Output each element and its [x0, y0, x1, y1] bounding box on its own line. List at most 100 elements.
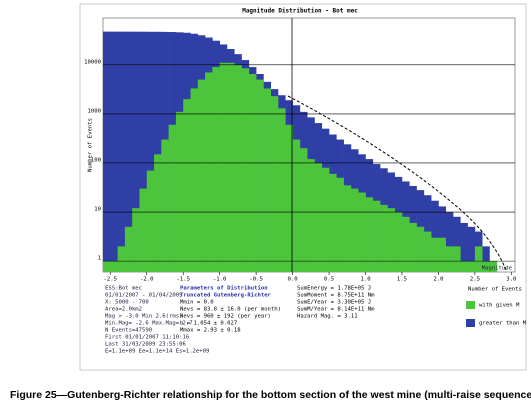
bar: [380, 204, 388, 272]
bar: [329, 173, 337, 272]
stat-line: Min.Mag= -2.6 Max.Mag= 2.7: [105, 321, 193, 327]
x-tick-label: -1.5: [176, 277, 189, 283]
bar: [234, 64, 242, 272]
y-tick-label: 1: [98, 256, 101, 262]
bar: [482, 246, 490, 272]
x-tick-label: 1.5: [397, 277, 407, 283]
stat-heading: Parameters of Distribution: [180, 286, 268, 292]
bar: [343, 185, 352, 272]
stat-line: Mmax = 2.93 ± 0.18: [180, 328, 241, 334]
caption: Figure 25—Gutenberg-Richter relationship…: [10, 389, 531, 401]
bar: [110, 261, 118, 272]
bar: [299, 148, 308, 272]
stat-line: First 01/01/2007 11:10:16: [105, 335, 189, 341]
stat-line: SumMoment = 8.75E+11 Nm: [297, 293, 375, 299]
bar: [467, 261, 476, 272]
stat-line: SumE/Year = 3.30E+05 J: [297, 300, 371, 306]
stat-line: Mmin = 0.0: [180, 300, 214, 306]
bar: [226, 62, 235, 272]
x-tick-label: 3.0: [506, 277, 516, 283]
bar: [205, 72, 213, 272]
bar: [146, 170, 155, 272]
bar: [256, 79, 264, 272]
bar: [350, 188, 359, 272]
bar: [219, 62, 228, 272]
bar: [161, 139, 169, 272]
bar: [117, 246, 126, 272]
bar: [321, 167, 330, 272]
bar: [307, 159, 315, 272]
bar: [154, 31, 162, 272]
x-tick-label: -2.0: [140, 277, 153, 283]
bar: [139, 31, 148, 272]
bar: [314, 162, 323, 272]
y-tick-label: 10000: [84, 59, 101, 65]
legend-label: greater than M: [479, 321, 527, 327]
bar: [474, 246, 483, 272]
bar: [394, 212, 403, 272]
bar: [431, 237, 439, 272]
bar: [409, 222, 417, 272]
stat-line: Nevs = 83.8 ± 16.0 (per month): [180, 307, 281, 313]
bar: [278, 108, 286, 272]
fit-curve: [287, 95, 507, 271]
bar: [372, 200, 381, 272]
bar: [117, 31, 126, 273]
bar: [285, 124, 293, 272]
x-axis-label: Magnitude: [482, 266, 513, 272]
x-tick-label: 0.5: [324, 277, 334, 283]
bar: [154, 154, 162, 272]
bar: [103, 31, 111, 273]
bar: [416, 226, 425, 272]
bar: [365, 197, 374, 272]
bar: [190, 88, 199, 272]
bar: [423, 231, 432, 272]
bar: [489, 261, 498, 272]
bar: [103, 261, 111, 272]
stat-line: SumM/Year = 8.14E+11 Nm: [297, 307, 375, 313]
stat-line: 01/01/2007 - 01/04/2009: [105, 293, 182, 299]
stat-line: Area=2.0km2: [105, 307, 142, 313]
bar: [270, 96, 279, 273]
stat-line: X: 5000 - 700: [105, 300, 149, 306]
y-tick-label: 100: [91, 157, 101, 163]
bar: [248, 74, 257, 272]
bar: [460, 222, 468, 272]
bar: [212, 67, 220, 272]
stat-line: Nevs = 960 ± 192 (per year): [180, 314, 271, 320]
bar: [110, 31, 118, 273]
bar: [453, 216, 461, 272]
stat-line: b = 1.054 ± 0.027: [180, 321, 237, 327]
stat-line: N Events=47590: [105, 328, 152, 334]
x-tick-label: 0.0: [288, 277, 298, 283]
x-tick-label: 1.0: [360, 277, 370, 283]
bar: [336, 177, 344, 272]
bar: [482, 261, 490, 272]
stat-line: SumEnergy = 1.78E+05 J: [297, 286, 371, 292]
stat-line: ESS:Bot mec: [105, 286, 142, 292]
bar: [132, 31, 140, 272]
x-tick-label: 2.0: [433, 277, 443, 283]
bar: [438, 237, 447, 272]
plot: [103, 31, 498, 273]
bar: [387, 208, 395, 272]
stat-line: E=1.1e+09 Ee=1.1e+14 Es=1.2e+09: [105, 349, 209, 355]
legend-swatch: [466, 319, 475, 327]
x-tick-label: 2.5: [470, 277, 480, 283]
bar: [124, 226, 133, 272]
bar: [146, 31, 155, 272]
bar: [175, 111, 184, 272]
stat-heading: Truncated Gutenberg-Richter: [180, 293, 272, 299]
bar: [132, 208, 140, 272]
bar: [183, 99, 191, 273]
bar: [453, 246, 461, 272]
bar: [263, 88, 272, 272]
x-tick-label: -2.5: [104, 277, 117, 283]
bar: [431, 200, 439, 272]
y-axis-label: Number of Events: [88, 118, 94, 172]
y-tick-label: 10: [94, 207, 101, 213]
bar: [241, 68, 250, 272]
x-tick-label: -0.5: [249, 277, 262, 283]
